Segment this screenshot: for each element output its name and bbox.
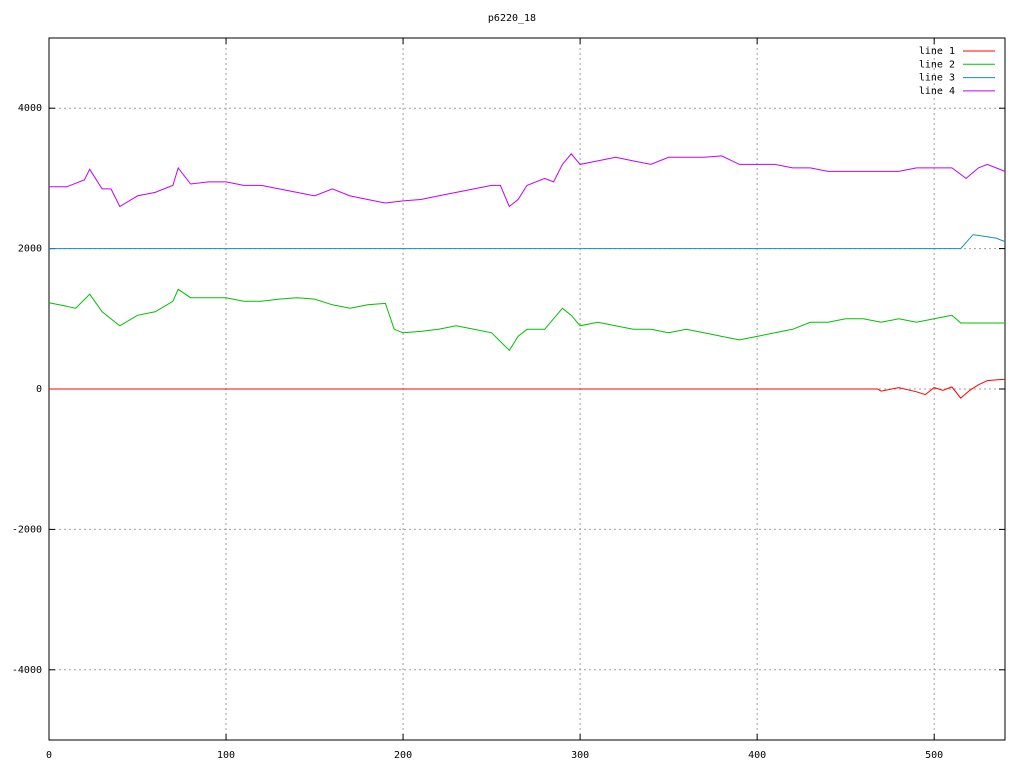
x-tick-label: 0 <box>46 750 52 761</box>
legend-label: line 1 <box>919 46 955 57</box>
x-tick-label: 300 <box>571 750 589 761</box>
x-tick-label: 200 <box>394 750 412 761</box>
series-line <box>49 378 1006 399</box>
x-tick-label: 500 <box>925 750 943 761</box>
x-tick-label: 100 <box>217 750 235 761</box>
legend-label: line 4 <box>919 86 955 97</box>
series-line <box>48 288 1005 352</box>
series-line <box>49 234 1006 250</box>
y-tick-label: 4000 <box>18 103 42 114</box>
y-tick-label: 2000 <box>18 244 42 255</box>
y-tick-label: 0 <box>36 384 42 395</box>
legend-label: line 3 <box>919 73 955 84</box>
x-tick-label: 400 <box>748 750 766 761</box>
y-tick-label: -2000 <box>12 524 42 535</box>
series-line <box>49 153 1006 208</box>
chart-title: p6220_18 <box>488 13 536 24</box>
y-tick-label: -4000 <box>12 665 42 676</box>
legend-label: line 2 <box>919 59 955 70</box>
